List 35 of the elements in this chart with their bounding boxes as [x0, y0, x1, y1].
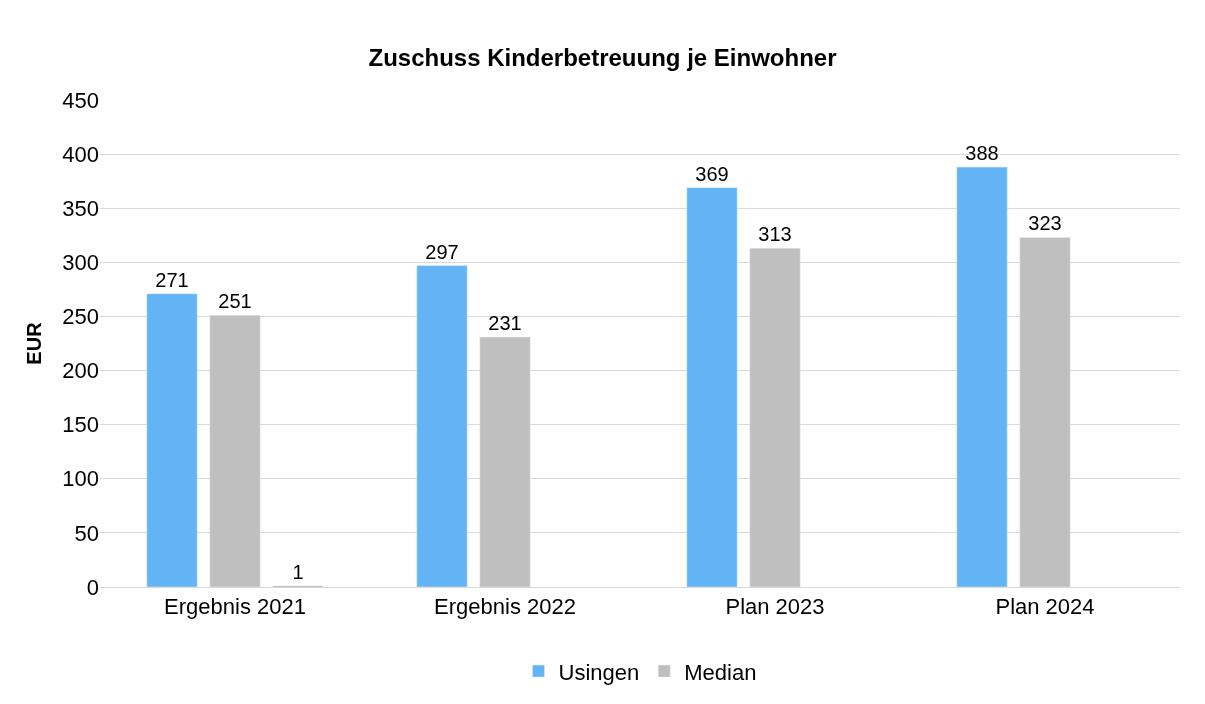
- chart-title: Zuschuss Kinderbetreuung je Einwohner: [368, 44, 837, 72]
- bar: [146, 293, 198, 587]
- y-tick-label: 150: [62, 412, 99, 438]
- y-tick-label: 400: [62, 141, 99, 167]
- data-label: 271: [155, 268, 189, 291]
- data-label: 369: [695, 162, 729, 185]
- bar: [416, 265, 468, 587]
- data-label: 251: [218, 290, 252, 313]
- y-tick-label: 250: [62, 304, 99, 330]
- data-label: 1: [292, 560, 304, 583]
- x-tick-label: Ergebnis 2021: [164, 594, 306, 620]
- data-label: 388: [965, 142, 999, 165]
- y-tick-label: 100: [62, 466, 99, 492]
- y-tick-label: 0: [86, 574, 99, 600]
- y-tick-label: 50: [74, 520, 99, 546]
- y-tick-label: 300: [62, 250, 99, 276]
- data-label: 297: [425, 240, 459, 263]
- y-tick-label: 350: [62, 195, 99, 221]
- bar: [479, 336, 531, 587]
- legend-label: Usingen: [558, 659, 640, 685]
- bar: [209, 315, 261, 587]
- y-tick-label: 450: [62, 87, 99, 113]
- y-tick-label: 200: [62, 358, 99, 384]
- bar: [1019, 237, 1071, 587]
- legend-label: Median: [684, 659, 757, 685]
- bar: [956, 166, 1008, 587]
- x-tick-label: Plan 2024: [995, 594, 1095, 620]
- data-label: 313: [758, 223, 792, 246]
- y-axis-title: EUR: [22, 321, 45, 365]
- data-label: 231: [488, 312, 522, 335]
- data-label: 323: [1028, 212, 1062, 235]
- x-tick-label: Plan 2023: [725, 594, 825, 620]
- bar: [749, 248, 801, 587]
- bar: [686, 187, 738, 587]
- x-tick-label: Ergebnis 2022: [434, 594, 576, 620]
